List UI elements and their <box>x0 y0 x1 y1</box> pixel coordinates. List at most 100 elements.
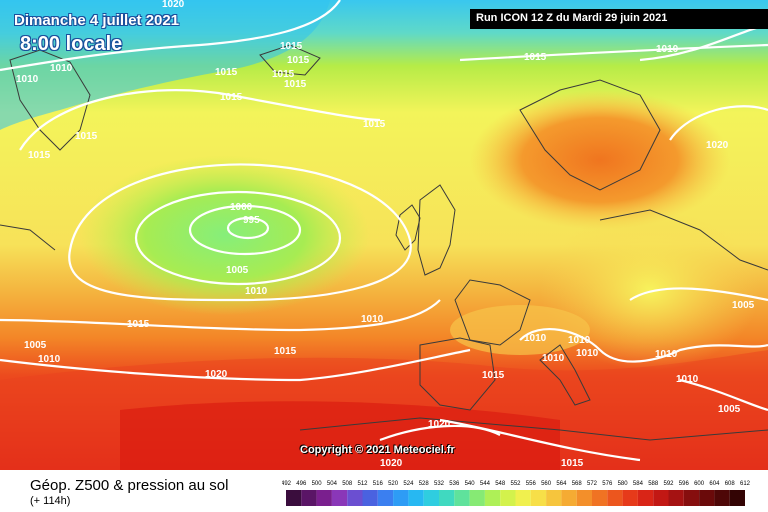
scale-tick-label: 516 <box>373 481 384 487</box>
isobar-label: 1010 <box>676 374 699 385</box>
ireland-coast <box>395 204 421 251</box>
isobar-label: 1015 <box>363 119 386 130</box>
isobar-995 <box>226 216 270 240</box>
scale-swatch <box>637 490 654 506</box>
scale-swatch <box>714 490 730 506</box>
scale-swatch <box>546 490 562 506</box>
isobar-label: 1010 <box>542 353 565 364</box>
isobar-label: 1015 <box>75 131 98 142</box>
scale-swatch <box>423 490 439 506</box>
scale-tick-label: 520 <box>388 481 399 487</box>
central-europe-field <box>540 210 760 370</box>
isobar-label: 1005 <box>718 404 741 415</box>
geopotential-map: 1020 1015 1015 1010 1010 1015 1015 1015 … <box>0 0 768 470</box>
isobar-label: 1010 <box>576 348 599 359</box>
eastern-europe-coast <box>599 209 768 271</box>
isobar-label: 1005 <box>226 265 249 276</box>
isobar-1010-north <box>0 0 341 72</box>
isobar-1005-east <box>629 287 768 302</box>
isobar-label: 1005 <box>24 340 47 351</box>
forecast-date: Dimanche 4 juillet 2021 <box>14 12 180 29</box>
scale-tick-label: 568 <box>572 481 583 487</box>
scale-tick-label: 592 <box>663 481 674 487</box>
isobar-label: 1015 <box>28 150 51 161</box>
italy-coast <box>539 344 591 406</box>
scale-tick-label: 576 <box>602 481 613 487</box>
scale-tick-label: 600 <box>694 481 705 487</box>
isobar-label: 1010 <box>655 349 678 360</box>
scale-swatch <box>530 490 547 506</box>
scale-tick-label: 540 <box>465 481 476 487</box>
isobar-label: 1010 <box>656 44 679 55</box>
scale-swatch <box>347 490 363 506</box>
iceland-coast <box>259 44 321 76</box>
scale-tick-label: 524 <box>403 481 414 487</box>
isobar-label: 1015 <box>215 67 238 78</box>
scandinavia-coast <box>519 79 661 191</box>
scale-tick-labels: 492 496 500 504 508 512 516 520 524 528 532 536 540 5… <box>282 481 751 487</box>
hot-core-zone <box>120 401 560 470</box>
isobar-1020-south <box>0 348 471 382</box>
scale-tick-label: 572 <box>587 481 598 487</box>
isobar-label: 1015 <box>561 458 584 469</box>
scale-tick-label: 548 <box>495 481 506 487</box>
isobar-label: 1015 <box>524 52 547 63</box>
scale-tick-label: 544 <box>480 481 491 487</box>
run-info-text: Run ICON 12 Z du Mardi 29 juin 2021 <box>476 12 668 24</box>
scale-swatch <box>439 490 455 506</box>
isobar-label: 1000 <box>230 202 253 213</box>
isobar-label: 1010 <box>16 74 39 85</box>
isobar-label: 1010 <box>50 63 73 74</box>
scale-swatch <box>316 490 332 506</box>
scale-swatch <box>408 490 424 506</box>
scandinavia-ridge-field <box>470 90 730 230</box>
scale-swatch <box>561 490 577 506</box>
scale-tick-label: 508 <box>342 481 353 487</box>
scale-tick-label: 584 <box>633 481 644 487</box>
isobars <box>0 0 768 460</box>
north-africa-coast <box>299 417 768 441</box>
isobar-label: 1010 <box>245 286 268 297</box>
scale-tick-label: 552 <box>510 481 521 487</box>
isobar-label: 1015 <box>287 55 310 66</box>
scale-tick-label: 536 <box>449 481 460 487</box>
color-scale: 492 496 500 504 508 512 516 520 524 528 532 536 540 5… <box>282 481 751 506</box>
scale-swatch <box>377 490 394 506</box>
scale-swatch <box>576 490 592 506</box>
scale-tick-label: 604 <box>709 481 720 487</box>
forecast-time: 8:00 locale <box>20 33 123 55</box>
scale-swatch <box>500 490 516 506</box>
isobar-1015-south <box>0 299 441 332</box>
scale-tick-label: 532 <box>434 481 445 487</box>
france-coast <box>454 279 531 346</box>
scale-swatch <box>607 490 623 506</box>
isobar-1020-africa <box>379 424 501 442</box>
isobar-label: 1010 <box>524 333 547 344</box>
scale-swatch <box>469 490 485 506</box>
scale-tick-label: 528 <box>419 481 430 487</box>
isobar-labels: 1020 1015 1015 1010 1010 1015 1015 1015 … <box>16 0 755 469</box>
scale-swatch <box>699 490 715 506</box>
scale-tick-label: 560 <box>541 481 552 487</box>
scale-tick-label: 612 <box>740 481 751 487</box>
scale-tick-label: 564 <box>556 481 567 487</box>
scale-swatch <box>653 490 669 506</box>
scale-swatch <box>484 490 501 506</box>
isobar-1000 <box>188 204 302 256</box>
scale-tick-label: 608 <box>725 481 736 487</box>
scale-tick-label: 596 <box>679 481 690 487</box>
scale-tick-label: 496 <box>296 481 307 487</box>
isobar-label: 1015 <box>272 69 295 80</box>
product-title: Géop. Z500 & pression au sol <box>30 477 229 494</box>
scale-swatch <box>668 490 684 506</box>
copyright-notice: Copyright © 2021 Meteociel.fr <box>300 444 455 456</box>
isobar-1005-southeast <box>679 378 768 412</box>
scale-swatch <box>622 490 638 506</box>
scale-swatch <box>301 490 317 506</box>
isobar-1005 <box>134 190 342 286</box>
newfoundland-coast <box>0 224 56 251</box>
scale-tick-label: 512 <box>357 481 368 487</box>
scale-tick-label: 580 <box>618 481 629 487</box>
scale-swatches <box>286 490 745 506</box>
scale-tick-label: 492 <box>282 481 292 487</box>
